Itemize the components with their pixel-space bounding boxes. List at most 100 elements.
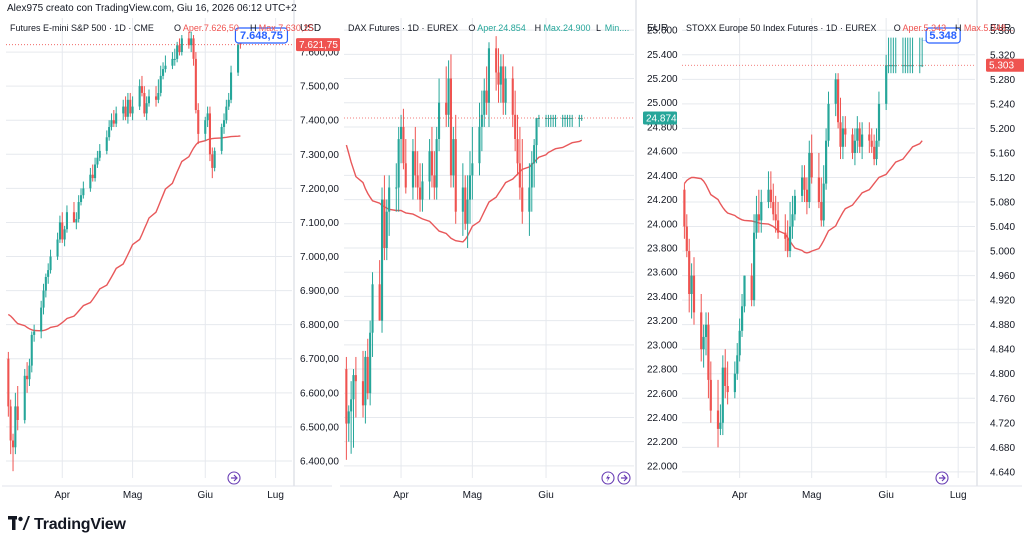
legend-l-val: Min....: [605, 23, 630, 33]
candle-body: [223, 120, 226, 127]
candle-body: [227, 99, 230, 107]
candle-body: [354, 375, 357, 382]
lightning-glyph: [606, 474, 610, 482]
price-tick: 24.600: [647, 147, 678, 158]
candle-body: [719, 422, 722, 429]
time-tick: Mag: [123, 490, 142, 501]
price-tick: 22.200: [647, 437, 678, 448]
candle-body: [378, 284, 381, 321]
candle-body: [350, 399, 353, 412]
candle-body: [909, 65, 912, 67]
moving-average-line: [683, 140, 923, 254]
candle-body: [769, 189, 772, 202]
candle-body: [371, 284, 374, 333]
price-tick: 4.640: [990, 467, 1015, 478]
candle-body: [568, 118, 571, 119]
candle-body: [187, 38, 190, 46]
candle-body: [411, 151, 414, 188]
candle-body: [733, 373, 736, 393]
candle-body: [549, 118, 552, 119]
price-tick: 4.920: [990, 296, 1015, 307]
candle-body: [452, 139, 455, 176]
price-tick: 23.000: [647, 340, 678, 351]
candle-body: [820, 202, 823, 221]
candle-body: [856, 128, 859, 141]
candle-body: [554, 118, 557, 119]
candle-body: [211, 154, 214, 168]
candle-body: [464, 187, 467, 224]
candle-body: [147, 96, 150, 104]
candle-body: [870, 140, 873, 147]
candle-body: [414, 151, 417, 176]
candle-body: [760, 202, 763, 221]
price-tick: 6.700,00: [300, 354, 339, 365]
legend-h-label: H: [250, 23, 257, 33]
price-tick: 5.280: [990, 75, 1015, 86]
candle-body: [366, 356, 369, 394]
candle-body: [421, 181, 424, 200]
time-tick: Apr: [393, 490, 409, 501]
candle-body: [419, 187, 422, 200]
price-tick: 4.960: [990, 271, 1015, 282]
candle-body: [721, 367, 724, 423]
candle-body: [738, 330, 741, 356]
candle-body: [162, 69, 165, 76]
candle-body: [700, 312, 703, 350]
candle-body: [868, 134, 871, 141]
currency-label: EUR: [647, 23, 668, 34]
time-tick: Giu: [197, 490, 213, 501]
candle-body: [129, 99, 132, 114]
candle-body: [851, 134, 854, 153]
candle-body: [853, 140, 856, 153]
price-tick: 23.600: [647, 268, 678, 279]
candle-body: [449, 78, 452, 176]
candle-body: [192, 38, 195, 59]
candle-body: [345, 369, 348, 424]
legend-1: Futures E-mini S&P 500 · 1D · CME O Aper.7…: [10, 23, 313, 33]
candle-body: [143, 93, 146, 114]
candle-body: [892, 65, 895, 67]
price-tick: 6.400,00: [300, 456, 339, 467]
candle-body: [159, 75, 162, 93]
candle-body: [724, 367, 727, 386]
callout-label: 5.348: [929, 30, 957, 42]
candle-body: [77, 202, 80, 219]
time-tick: Giu: [538, 490, 554, 501]
legend-h-label: H: [535, 23, 542, 33]
price-tick: 5.360: [990, 26, 1015, 37]
candle-body: [808, 152, 811, 202]
candle-body: [885, 65, 888, 104]
candle-body: [115, 113, 118, 124]
candle-body: [80, 195, 83, 202]
candle-body: [834, 79, 837, 104]
candle-body: [447, 78, 450, 115]
candle-body: [877, 103, 881, 141]
candle-body: [757, 214, 760, 221]
candle-body: [190, 38, 193, 46]
candle-body: [58, 222, 61, 240]
candle-body: [495, 48, 498, 73]
candle-body: [904, 65, 907, 67]
candle-body: [98, 150, 101, 158]
candle-body: [108, 127, 111, 138]
candle-body: [197, 110, 200, 134]
legend-h-val: Max.24.900: [543, 23, 590, 33]
candle-body: [404, 163, 407, 188]
candle-body: [839, 122, 842, 147]
arrow-glyph: [621, 474, 628, 482]
currency-label: USD: [300, 23, 321, 34]
time-tick: Mag: [802, 490, 821, 501]
candle-body: [178, 45, 181, 53]
candle-body: [49, 256, 52, 271]
candle-body: [42, 290, 45, 308]
price-tick: 7.500,00: [300, 82, 339, 93]
candle-body: [767, 189, 770, 202]
price-tick: 4.880: [990, 320, 1015, 331]
candle-body: [194, 58, 197, 110]
candle-body: [528, 187, 531, 212]
candle-body: [385, 211, 388, 248]
candle-body: [433, 175, 436, 188]
candle-body: [352, 375, 355, 400]
